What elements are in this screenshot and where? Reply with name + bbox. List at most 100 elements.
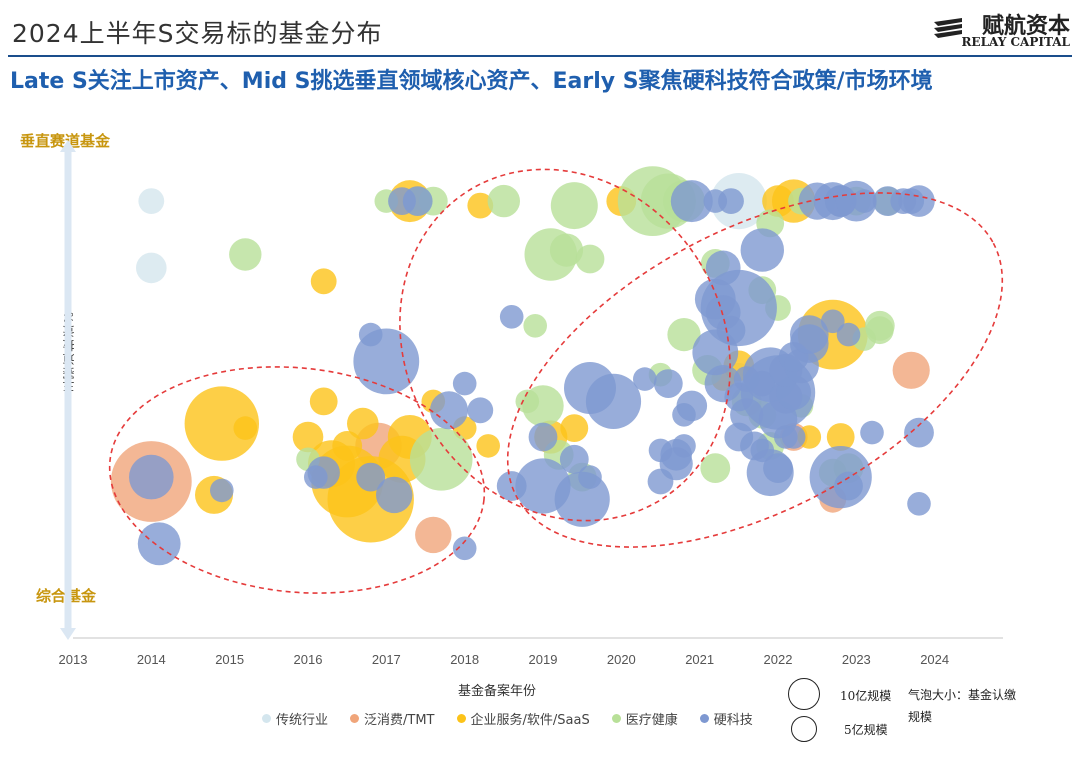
- size-legend: 10亿规模 5亿规模 气泡大小：基金认缴规模: [786, 676, 1046, 746]
- bubble-3: [229, 238, 262, 271]
- bubble-4: [137, 522, 181, 566]
- y-axis-arrow-top: [60, 140, 76, 152]
- company-logo: 赋航资本 RELAY CAPITAL: [930, 8, 1070, 52]
- bubble-4: [836, 322, 861, 347]
- bubble-4: [700, 269, 777, 347]
- bubble-4: [860, 420, 884, 445]
- bubble-3: [575, 244, 605, 274]
- bubble-4: [746, 449, 794, 497]
- bubble-4: [740, 228, 784, 272]
- bubble-4: [653, 369, 683, 398]
- x-tick-label: 2019: [529, 652, 558, 667]
- legend-dot: [699, 714, 709, 723]
- legend-dot: [456, 714, 466, 723]
- bubble-4: [430, 391, 468, 430]
- legend-item-hardtech: 硬科技: [699, 709, 753, 728]
- bubble-4: [834, 471, 863, 501]
- legend-label: 医疗健康: [625, 713, 678, 728]
- bubble-2: [233, 416, 258, 440]
- bubble-2: [310, 268, 337, 295]
- legend-label: 泛消费/TMT: [364, 713, 435, 728]
- bubble-4: [692, 329, 739, 376]
- legend-label: 传统行业: [276, 713, 329, 728]
- x-tick-label: 2017: [372, 652, 401, 667]
- late-s-cluster-ellipse: [506, 192, 1004, 548]
- legend-item-consumer: 泛消费/TMT: [350, 709, 435, 728]
- bubble-3: [523, 314, 547, 338]
- legend-item-saas: 企业服务/软件/SaaS: [456, 709, 590, 728]
- x-tick-label: 2024: [920, 652, 949, 667]
- bubble-3: [515, 389, 540, 414]
- size-legend-note: 气泡大小：基金认缴规模: [908, 688, 1017, 724]
- bubble-4: [781, 425, 806, 449]
- relay-logo-icon: [932, 14, 964, 42]
- bubble-3: [550, 182, 598, 230]
- legend-dot: [350, 714, 360, 723]
- bubble-4: [402, 186, 433, 217]
- series-legend: 传统行业 泛消费/TMT 企业服务/软件/SaaS 医疗健康 硬科技: [262, 709, 753, 728]
- logo-en-text: RELAY CAPITAL: [961, 35, 1070, 49]
- bubble-1: [415, 516, 452, 554]
- bubble-0: [138, 188, 165, 215]
- bubble-4: [904, 417, 934, 448]
- bubble-4: [499, 305, 524, 329]
- bubble-3: [700, 453, 731, 483]
- bubble-3: [487, 184, 520, 218]
- bubble-4: [670, 180, 713, 223]
- size-legend-large-label: 10亿规模: [840, 689, 892, 703]
- bubble-2: [292, 421, 324, 453]
- legend-label: 企业服务/软件/SaaS: [470, 713, 590, 728]
- x-tick-label: 2020: [607, 652, 636, 667]
- bubble-4: [559, 444, 589, 474]
- bubble-4: [129, 454, 174, 500]
- legend-dot: [611, 714, 621, 723]
- legend-item-traditional: 传统行业: [262, 709, 328, 728]
- bubble-4: [660, 439, 692, 471]
- bubble-2: [476, 434, 501, 458]
- bubble-2: [826, 423, 855, 451]
- y-top-label: 垂直赛道基金: [20, 132, 111, 150]
- x-tick-label: 2018: [450, 652, 479, 667]
- x-tick-label: 2014: [137, 652, 166, 667]
- bubble-4: [852, 189, 876, 213]
- bubble-2: [560, 414, 589, 442]
- bubble-4: [356, 462, 386, 492]
- page-title: 2024上半年S交易标的基金分布: [12, 19, 383, 48]
- page-subtitle: Late S关注上市资产、Mid S挑选垂直领域核心资产、Early S聚焦硬科…: [10, 69, 933, 94]
- bubble-4: [528, 422, 558, 452]
- mid-s-cluster-ellipse: [399, 168, 731, 522]
- bubble-4: [467, 397, 494, 424]
- early-s-cluster-ellipse: [108, 366, 486, 594]
- x-axis-title: 基金备案年份: [458, 684, 537, 699]
- size-legend-small-label: 5亿规模: [844, 723, 888, 737]
- x-tick-label: 2016: [294, 652, 323, 667]
- bubble-4: [358, 322, 383, 347]
- x-tick-label: 2021: [685, 652, 714, 667]
- bubble-0: [136, 252, 167, 284]
- bubble-4: [790, 315, 829, 354]
- size-legend-small-circle: [791, 716, 817, 742]
- x-tick-label: 2023: [842, 652, 871, 667]
- bubble-3: [409, 428, 473, 491]
- bubble-4: [578, 465, 602, 489]
- bubble-4: [452, 536, 477, 561]
- x-tick-label: 2015: [215, 652, 244, 667]
- bubble-2: [309, 387, 338, 416]
- bubble-4: [452, 371, 477, 396]
- bubble-2: [347, 407, 379, 440]
- bubble-3: [549, 233, 584, 267]
- bubble-4: [585, 373, 642, 429]
- bubble-4: [718, 188, 744, 215]
- bubble-2: [184, 386, 259, 461]
- bubble-3: [667, 318, 701, 352]
- bubble-4: [676, 390, 708, 422]
- x-tick-label: 2013: [59, 652, 88, 667]
- bubble-2: [467, 192, 494, 219]
- legend-label: 硬科技: [713, 713, 753, 728]
- y-axis-arrow-bottom: [60, 628, 76, 640]
- legend-item-health: 医疗健康: [611, 709, 678, 728]
- bubble-1: [892, 351, 930, 389]
- header-rule: [8, 55, 1072, 57]
- bubble-4: [376, 476, 413, 514]
